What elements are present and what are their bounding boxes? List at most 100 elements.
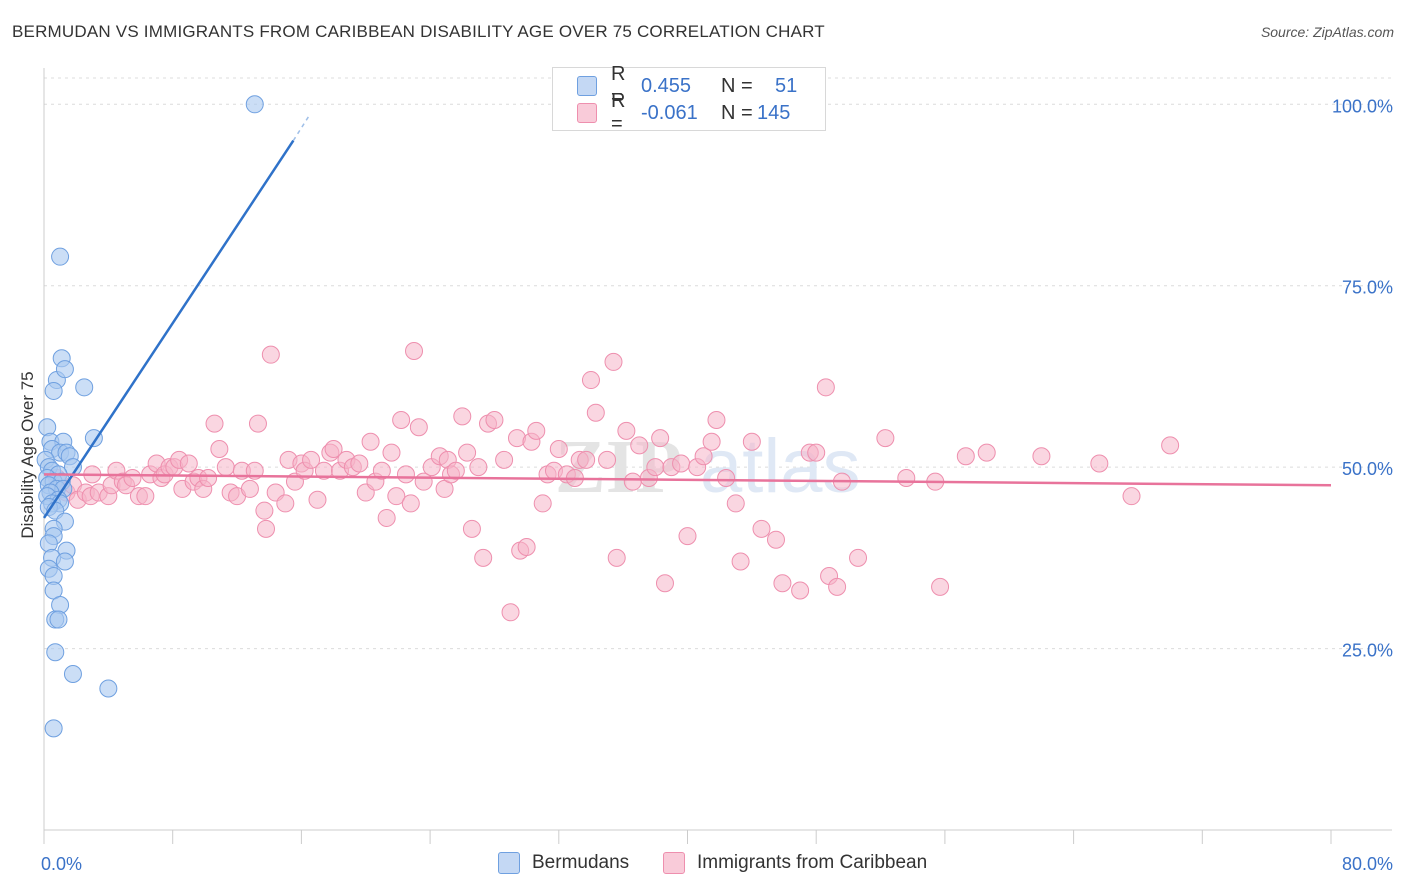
caribbean-point (1161, 436, 1180, 455)
caribbean-point (717, 469, 736, 488)
y-tick-label: 50.0% (1342, 459, 1393, 479)
caribbean-point (617, 421, 636, 440)
caribbean-point (255, 501, 274, 520)
bermudan-trend-extension (292, 114, 311, 141)
caribbean-point (308, 490, 327, 509)
caribbean-point (707, 410, 726, 429)
source-credit: Source: ZipAtlas.com (1260, 24, 1394, 40)
caribbean-point (199, 469, 218, 488)
caribbean-point (396, 465, 415, 484)
caribbean-point (773, 574, 792, 593)
caribbean-point (607, 548, 626, 567)
caribbean-point (205, 414, 224, 433)
watermark-atlas: atlas (700, 424, 861, 509)
caribbean-point (261, 345, 280, 364)
legend-r-value: -0.061 (641, 101, 698, 124)
caribbean-point (210, 440, 229, 458)
caribbean-point (501, 603, 520, 622)
caribbean-point (1090, 454, 1109, 473)
caribbean-point (977, 443, 996, 462)
caribbean-point (766, 530, 785, 549)
caribbean-point (350, 454, 369, 473)
caribbean-point (581, 371, 600, 390)
legend-swatch-blue (498, 852, 520, 874)
caribbean-point (672, 454, 691, 473)
legend-swatch-pink (577, 103, 597, 123)
bermudan-point (51, 247, 70, 266)
caribbean-point (377, 508, 396, 527)
caribbean-point (549, 440, 568, 458)
caribbean-point (469, 458, 488, 477)
caribbean-point (495, 450, 514, 469)
legend-n-label: N = (721, 74, 753, 97)
caribbean-trend-line (43, 473, 1332, 487)
caribbean-point (527, 421, 546, 440)
caribbean-point (752, 519, 771, 538)
caribbean-point (517, 537, 536, 556)
caribbean-point (257, 519, 276, 538)
caribbean-point (372, 461, 391, 480)
legend-row-bermudans: R = 0.455 N = 51 (577, 63, 798, 108)
trend-lines (42, 114, 1332, 519)
bottom-legend-bermudans: Bermudans (498, 852, 629, 874)
caribbean-point (702, 432, 721, 451)
caribbean-point (876, 429, 895, 448)
x-tick-label: 80.0% (1342, 854, 1393, 874)
x-tick-label: 0.0% (41, 854, 82, 874)
caribbean-point (401, 494, 420, 513)
caribbean-point (276, 494, 295, 513)
caribbean-point (302, 450, 321, 469)
caribbean-point (849, 548, 868, 567)
legend-r-value: 0.455 (641, 74, 692, 97)
chart-title: BERMUDAN VS IMMIGRANTS FROM CARIBBEAN DI… (12, 22, 825, 41)
caribbean-point (179, 454, 198, 473)
legend-n-value: 51 (775, 74, 798, 97)
bermudan-point (55, 552, 74, 571)
caribbean-point (453, 407, 472, 426)
caribbean-point (136, 487, 155, 506)
caribbean-point (828, 577, 847, 596)
caribbean-point (474, 548, 493, 567)
bermudan-point (55, 360, 74, 379)
caribbean-point (123, 469, 142, 488)
bermudan-point (44, 381, 63, 400)
caribbean-point (446, 461, 465, 480)
y-tick-label: 100.0% (1332, 96, 1393, 116)
caribbean-point (387, 487, 406, 506)
caribbean-point (240, 479, 259, 498)
tick-labels: 25.0% 50.0% 75.0% 100.0% 0.0% 80.0% (41, 96, 1393, 874)
legend-r-label: R = (611, 90, 626, 135)
caribbean-point (324, 440, 343, 458)
y-tick-label: 75.0% (1342, 278, 1393, 298)
caribbean-point (646, 458, 665, 477)
y-tick-label: 25.0% (1342, 641, 1393, 661)
caribbean-point (655, 574, 674, 593)
bermudan-point (245, 95, 264, 114)
bermudan-point (99, 679, 118, 698)
legend-label-bermudans: Bermudans (532, 852, 630, 873)
bermudan-point (44, 719, 63, 738)
caribbean-point (931, 577, 950, 596)
legend-row-caribbean: R = -0.061 N = 145 (577, 90, 790, 135)
bottom-legend-caribbean: Immigrants from Caribbean (663, 852, 927, 874)
caribbean-point (248, 414, 267, 433)
caribbean-point (897, 469, 916, 488)
bermudan-point (75, 378, 94, 397)
caribbean-point (726, 494, 745, 513)
y-axis-label: Disability Age Over 75 (18, 371, 37, 538)
caribbean-point (533, 494, 552, 513)
bermudan-point (49, 610, 68, 629)
caribbean-point (807, 443, 826, 462)
correlation-legend: R = 0.455 N = 51 R = -0.061 N = 145 (552, 63, 826, 135)
caribbean-point (462, 519, 481, 538)
legend-swatch-blue (577, 76, 597, 96)
caribbean-point (485, 410, 504, 429)
caribbean-point (694, 447, 713, 466)
bermudan-points (36, 95, 264, 738)
bermudan-trend-line (42, 139, 295, 519)
bermudan-point (63, 664, 82, 683)
caribbean-point (577, 450, 596, 469)
caribbean-point (604, 352, 623, 371)
caribbean-point (458, 443, 477, 462)
